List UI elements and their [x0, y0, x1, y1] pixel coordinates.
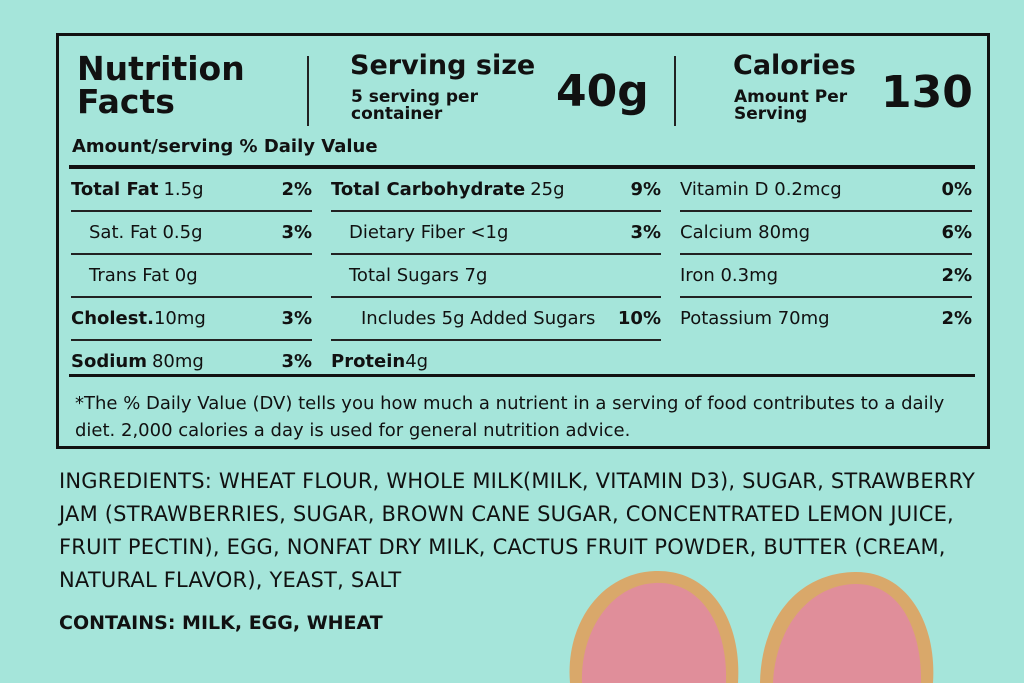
- nutrient-row: Includes 5g Added Sugars 10%: [331, 298, 661, 341]
- nutrient-row: Sat. Fat 0.5g 3%: [71, 212, 312, 255]
- nutrient-row: Total Carbohydrate 25g 9%: [331, 169, 661, 212]
- calories-value: 130: [881, 67, 973, 118]
- serving-sub-line2: container: [351, 104, 443, 124]
- nutrient-label: Iron 0.3mg: [680, 265, 778, 286]
- serving-size-label: Serving size: [350, 50, 536, 81]
- serving-size-value: 40g: [556, 66, 649, 117]
- thick-rule: [69, 165, 975, 169]
- nutrient-row: Total Sugars 7g: [331, 255, 661, 298]
- nutrient-column-right: Vitamin D 0.2mcg 0% Calcium 80mg 6% Iron 0.3…: [680, 169, 972, 339]
- nutrient-row: Cholest.10mg 3%: [71, 298, 312, 341]
- ingredients-text: INGREDIENTS: WHEAT FLOUR, WHOLE MILK(MIL…: [59, 469, 976, 592]
- nutrient-amount: 25g: [530, 179, 565, 200]
- serving-sub-label: 5 serving per container: [351, 89, 478, 123]
- nutrient-name: Iron 0.3mg: [680, 265, 779, 286]
- nutrient-name: Calcium 80mg: [680, 222, 811, 243]
- nutrition-facts-title: Nutrition Facts: [77, 52, 245, 118]
- nutrient-name: Vitamin D 0.2mcg: [680, 179, 842, 200]
- nutrient-label: Vitamin D 0.2mcg: [680, 179, 842, 200]
- nutrient-row: Trans Fat 0g: [71, 255, 312, 298]
- nutrient-amount: 1.5g: [163, 179, 204, 200]
- nutrient-row: Protein4g: [331, 341, 661, 382]
- calories-sub-line2: Serving: [734, 104, 808, 124]
- nutrient-name: Total Sugars 7g: [349, 265, 488, 286]
- nutrient-amount: 4g: [405, 351, 429, 372]
- nutrient-amount: 10mg: [153, 308, 206, 329]
- nutrient-name: Total Fat: [71, 179, 159, 200]
- calories-sub-label: Amount Per Serving: [734, 89, 847, 123]
- daily-value-percent: 2%: [281, 179, 312, 200]
- nutrient-label: Sodium 80mg: [71, 351, 204, 372]
- daily-value-percent: 3%: [281, 351, 312, 372]
- nutrient-row: Total Fat 1.5g 2%: [71, 169, 312, 212]
- amount-per-serving-heading: Amount/serving % Daily Value: [72, 136, 378, 157]
- daily-value-percent: 10%: [617, 308, 661, 329]
- daily-value-percent: 2%: [941, 308, 972, 329]
- nutrient-row: Sodium 80mg 3%: [71, 341, 312, 382]
- nutrient-name: Cholest.: [71, 308, 154, 329]
- daily-value-percent: 0%: [941, 179, 972, 200]
- nutrient-label: Potassium 70mg: [680, 308, 830, 329]
- allergen-statement: CONTAINS: MILK, EGG, WHEAT: [59, 612, 383, 634]
- bread-slice-left-image: [569, 570, 739, 683]
- nutrient-label: Total Fat 1.5g: [71, 179, 204, 200]
- daily-value-percent: 3%: [281, 308, 312, 329]
- nutrient-name: Protein: [331, 351, 406, 372]
- nutrient-name: Total Carbohydrate: [331, 179, 526, 200]
- nutrient-label: Sat. Fat 0.5g: [71, 222, 203, 243]
- daily-value-footnote: *The % Daily Value (DV) tells you how mu…: [75, 393, 945, 441]
- nutrient-name: Sodium: [71, 351, 147, 372]
- nutrient-row: Potassium 70mg 2%: [680, 298, 972, 339]
- title-line1: Nutrition: [77, 49, 245, 88]
- daily-value-percent: 3%: [281, 222, 312, 243]
- nutrient-row: Calcium 80mg 6%: [680, 212, 972, 255]
- nutrient-name: Potassium 70mg: [680, 308, 830, 329]
- daily-value-percent: 2%: [941, 265, 972, 286]
- nutrient-column-left: Total Fat 1.5g 2% Sat. Fat 0.5g 3% Trans Fat …: [71, 169, 312, 382]
- daily-value-percent: 6%: [941, 222, 972, 243]
- nutrient-row: Iron 0.3mg 2%: [680, 255, 972, 298]
- nutrient-label: Total Sugars 7g: [331, 265, 487, 286]
- header-divider: [674, 56, 676, 126]
- nutrient-row: Dietary Fiber <1g 3%: [331, 212, 661, 255]
- nutrient-label: Calcium 80mg: [680, 222, 810, 243]
- nutrient-name: Trans Fat 0g: [89, 265, 198, 286]
- nutrition-facts-panel: Nutrition Facts Serving size 5 serving p…: [56, 33, 990, 449]
- nutrient-label: Includes 5g Added Sugars: [331, 308, 595, 329]
- nutrient-name: Sat. Fat 0.5g: [89, 222, 203, 243]
- bottom-rule: [69, 374, 975, 377]
- nutrient-label: Trans Fat 0g: [71, 265, 198, 286]
- nutrient-label: Cholest.10mg: [71, 308, 206, 329]
- title-line2: Facts: [77, 82, 175, 121]
- daily-value-percent: 3%: [630, 222, 661, 243]
- serving-sub-line1: 5 serving per: [351, 87, 478, 107]
- nutrient-name: Includes 5g Added Sugars: [361, 308, 596, 329]
- bread-slice-right-image: [760, 571, 934, 683]
- nutrient-label: Protein4g: [331, 351, 428, 372]
- nutrient-row: Vitamin D 0.2mcg 0%: [680, 169, 972, 212]
- nutrient-name: Dietary Fiber <1g: [349, 222, 509, 243]
- header-divider: [307, 56, 309, 126]
- nutrient-amount: 80mg: [151, 351, 204, 372]
- nutrient-column-middle: Total Carbohydrate 25g 9% Dietary Fiber <1g…: [331, 169, 661, 382]
- nutrient-label: Dietary Fiber <1g: [331, 222, 508, 243]
- calories-sub-line1: Amount Per: [734, 87, 848, 107]
- calories-label: Calories: [733, 50, 856, 81]
- nutrient-label: Total Carbohydrate 25g: [331, 179, 565, 200]
- daily-value-percent: 9%: [630, 179, 661, 200]
